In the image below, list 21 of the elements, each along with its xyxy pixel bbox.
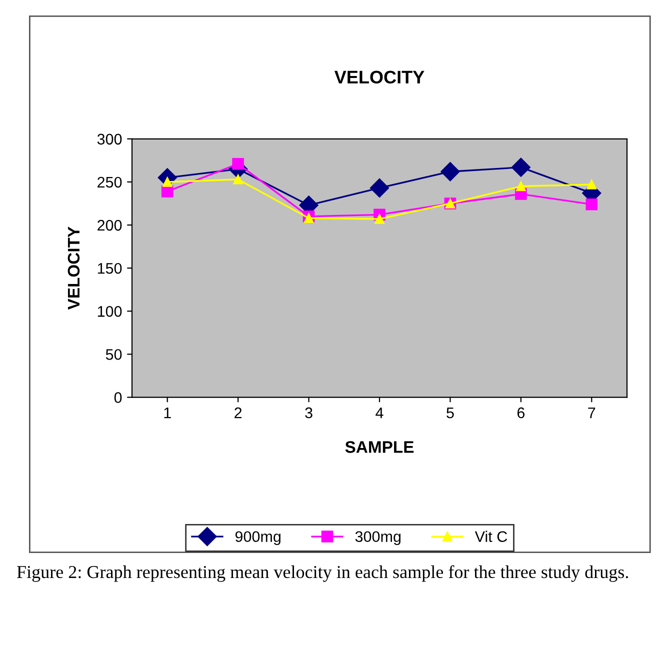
x-axis-title: SAMPLE [345, 441, 414, 453]
y-tick-label: 250 [98, 176, 122, 188]
chart-title: VELOCITY [334, 70, 424, 84]
x-tick-label: 4 [376, 408, 384, 418]
y-tick-label: 0 [114, 392, 122, 403]
x-tick-label: 6 [517, 407, 525, 418]
x-tick-label: 5 [446, 408, 454, 418]
x-tick-label: 1 [164, 408, 171, 418]
x-tick-label: 2 [234, 407, 242, 418]
y-tick-label: 200 [98, 220, 122, 231]
x-tick-label: 7 [588, 408, 596, 418]
legend-label: 900mg [235, 531, 280, 546]
caption: Figure 2: Graph representing mean velocity in each sample for the three study drugs. [17, 565, 628, 582]
y-tick-label: 300 [97, 134, 122, 145]
y-axis-title: VELOCITY [68, 226, 80, 310]
y-tick-label: 150 [98, 262, 122, 274]
y-tick-label: 100 [98, 306, 122, 317]
x-tick-label: 3 [305, 407, 312, 418]
legend-label: Vit C [474, 530, 508, 542]
legend-label: 300mg [355, 531, 400, 546]
y-tick-label: 50 [106, 349, 122, 360]
